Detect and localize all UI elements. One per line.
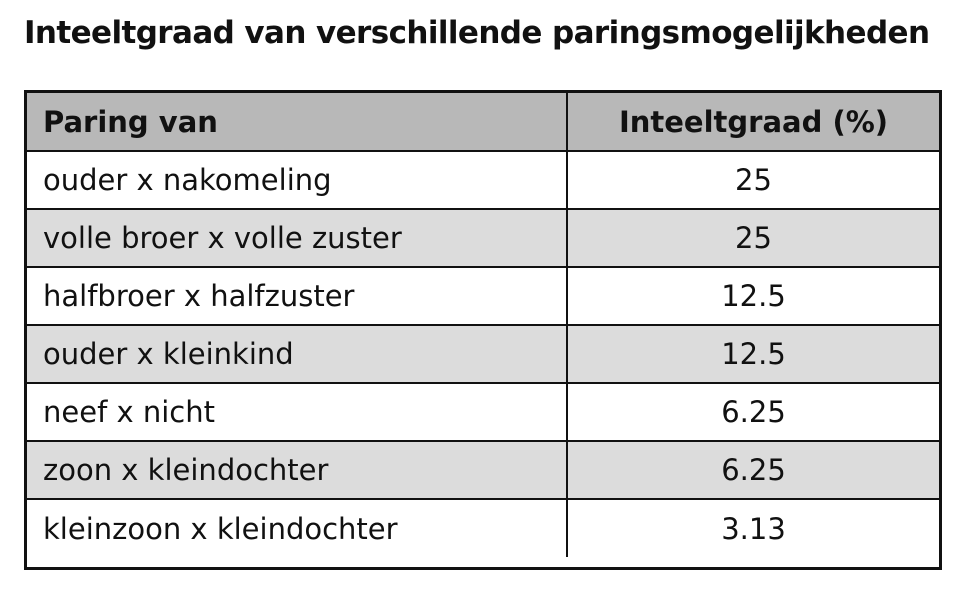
- inbreeding-table: Paring van Inteeltgraad (%) ouder x nako…: [24, 90, 942, 570]
- table-row: ouder x nakomeling 25: [27, 150, 939, 210]
- table-row: halfbroer x halfzuster 12.5: [27, 266, 939, 326]
- cell-paring: kleinzoon x kleindochter: [27, 498, 568, 557]
- cell-paring: volle broer x volle zuster: [27, 208, 568, 268]
- cell-paring: ouder x nakomeling: [27, 150, 568, 210]
- cell-inteeltgraad: 3.13: [566, 498, 939, 557]
- table-row: ouder x kleinkind 12.5: [27, 324, 939, 384]
- cell-paring: zoon x kleindochter: [27, 440, 568, 500]
- table-row: volle broer x volle zuster 25: [27, 208, 939, 268]
- cell-inteeltgraad: 25: [566, 208, 939, 268]
- table-header-row: Paring van Inteeltgraad (%): [27, 93, 939, 152]
- cell-inteeltgraad: 12.5: [566, 266, 939, 326]
- column-header-inteeltgraad: Inteeltgraad (%): [566, 93, 939, 152]
- cell-inteeltgraad: 12.5: [566, 324, 939, 384]
- table-row: kleinzoon x kleindochter 3.13: [27, 498, 939, 557]
- cell-inteeltgraad: 25: [566, 150, 939, 210]
- cell-paring: neef x nicht: [27, 382, 568, 442]
- cell-paring: ouder x kleinkind: [27, 324, 568, 384]
- table-row: neef x nicht 6.25: [27, 382, 939, 442]
- cell-inteeltgraad: 6.25: [566, 382, 939, 442]
- column-header-paring: Paring van: [27, 93, 568, 152]
- cell-paring: halfbroer x halfzuster: [27, 266, 568, 326]
- cell-inteeltgraad: 6.25: [566, 440, 939, 500]
- page-title: Inteeltgraad van verschillende paringsmo…: [24, 15, 930, 51]
- data-table: Paring van Inteeltgraad (%) ouder x nako…: [27, 93, 939, 557]
- table-row: zoon x kleindochter 6.25: [27, 440, 939, 500]
